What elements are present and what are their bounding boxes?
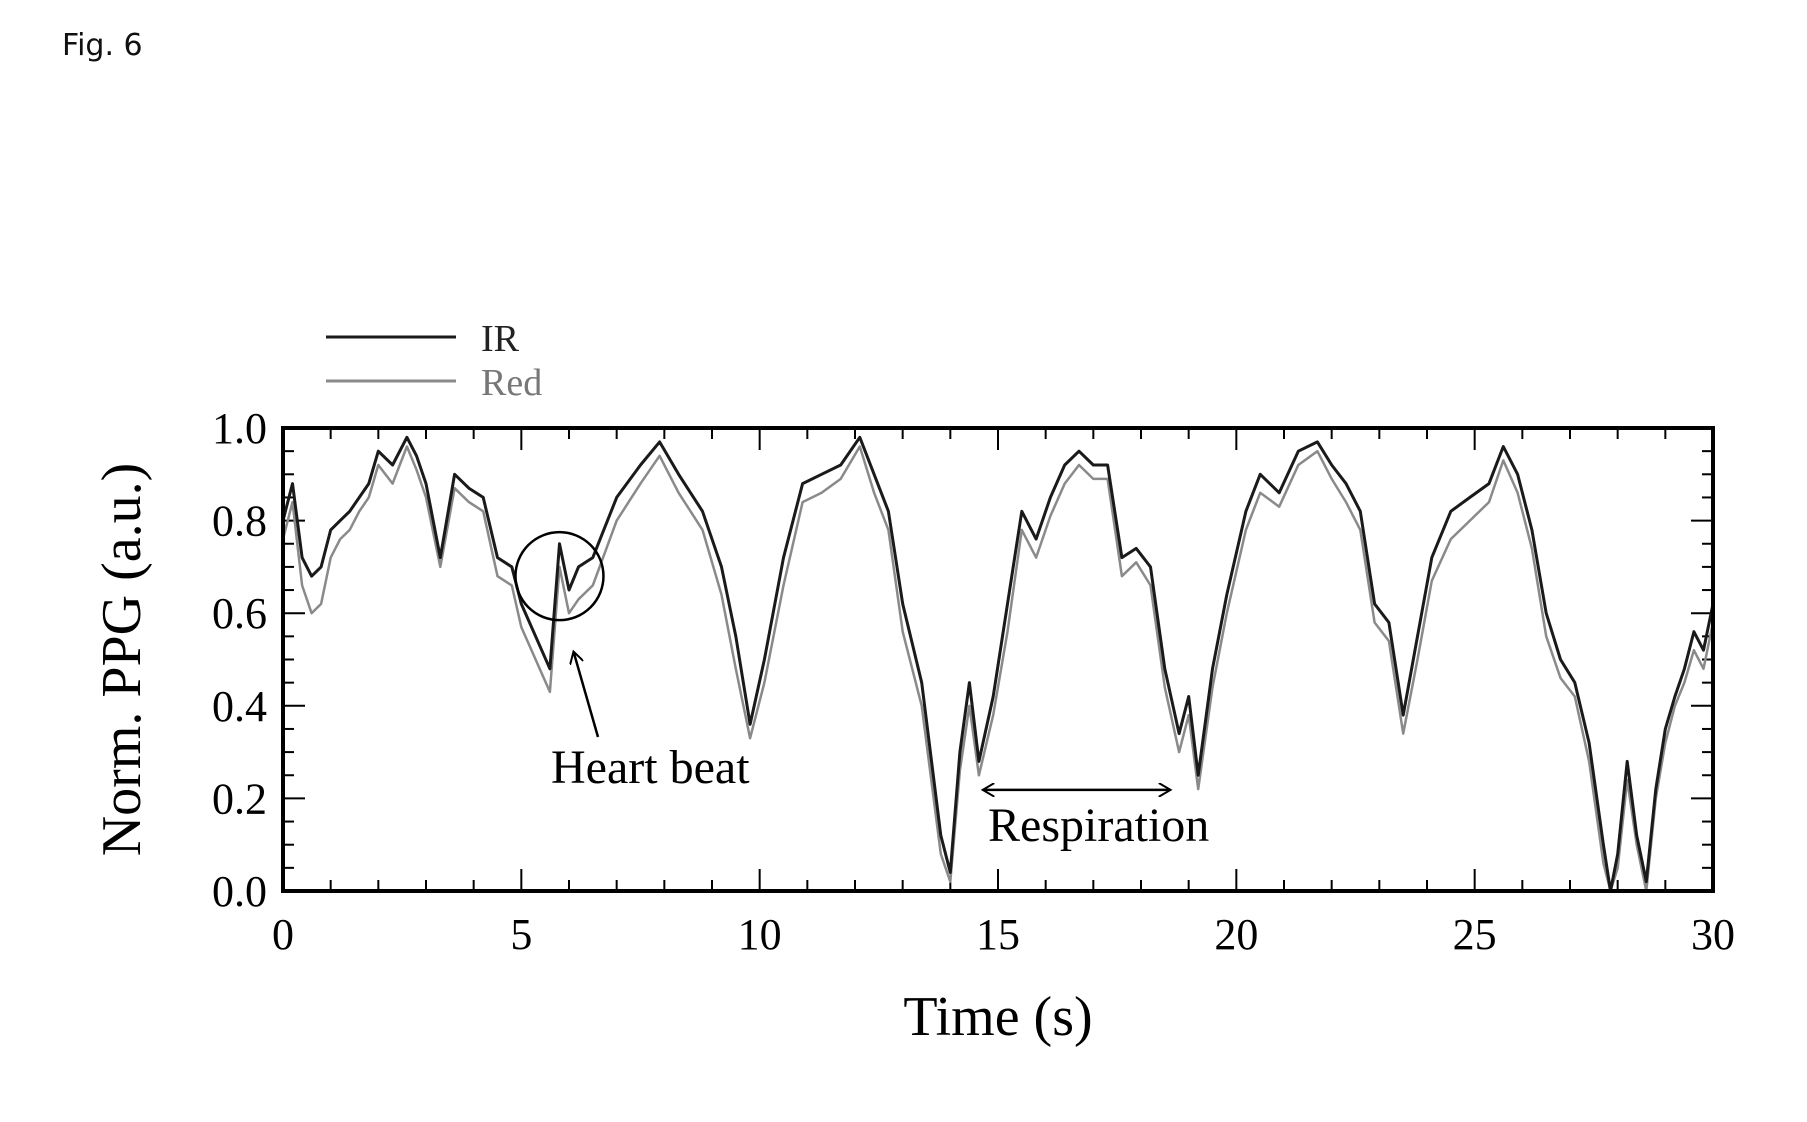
legend: IR Red [326,318,542,404]
x-tick-label: 30 [1691,910,1735,959]
heartbeat-label: Heart beat [551,741,750,794]
x-tick-label: 5 [510,910,532,959]
x-tick-label: 0 [272,910,294,959]
x-tick-label: 15 [976,910,1020,959]
y-tick-label: 0.2 [212,774,267,823]
y-tick-label: 0.0 [212,867,267,916]
annotations: Heart beat Respiration [515,532,1209,852]
legend-label-ir: IR [481,318,520,360]
y-tick-label: 0.4 [212,682,267,731]
y-axis-label: Norm. PPG (a.u.) [91,463,153,857]
x-tick-label: 25 [1453,910,1497,959]
y-tick-label: 1.0 [212,404,267,453]
tick-labels: 0 5 10 15 20 25 30 0.0 0.2 0.4 0.6 0.8 1.0 [212,404,1735,959]
x-tick-label: 20 [1214,910,1258,959]
y-tick-label: 0.6 [212,589,267,638]
x-tick-label: 10 [738,910,782,959]
heartbeat-arrow [574,652,598,737]
x-axis-label: Time (s) [903,986,1092,1048]
legend-label-red: Red [481,362,542,404]
respiration-label: Respiration [988,799,1209,852]
y-tick-label: 0.8 [212,497,267,546]
